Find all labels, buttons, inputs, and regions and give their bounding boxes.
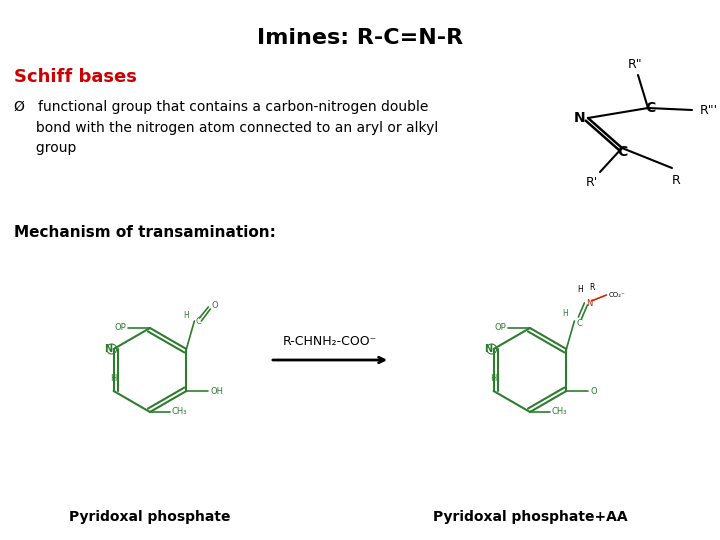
- Text: O: O: [590, 387, 597, 395]
- Text: N: N: [574, 111, 586, 125]
- Text: C: C: [195, 316, 202, 326]
- Text: Pyridoxal phosphate: Pyridoxal phosphate: [69, 510, 230, 524]
- Text: N: N: [586, 299, 593, 307]
- Text: Schiff bases: Schiff bases: [14, 68, 137, 86]
- Text: H: H: [110, 374, 117, 383]
- Text: R: R: [672, 173, 680, 186]
- Text: C: C: [617, 145, 627, 159]
- Text: H: H: [184, 310, 189, 320]
- Text: CH₃: CH₃: [552, 408, 567, 416]
- Text: C: C: [645, 101, 655, 115]
- Text: H: H: [490, 374, 497, 383]
- Text: CH₃: CH₃: [172, 408, 187, 416]
- Text: Imines: R-C=N-R: Imines: R-C=N-R: [257, 28, 463, 48]
- Text: N: N: [485, 344, 492, 354]
- Text: R: R: [590, 282, 595, 292]
- Text: R"': R"': [700, 104, 718, 117]
- Text: Ø   functional group that contains a carbon-nitrogen double
     bond with the n: Ø functional group that contains a carbo…: [14, 100, 438, 155]
- Text: R-CHNH₂-COO⁻: R-CHNH₂-COO⁻: [283, 335, 377, 348]
- Text: Mechanism of transamination:: Mechanism of transamination:: [14, 225, 276, 240]
- Text: OH: OH: [210, 387, 223, 395]
- Text: OP: OP: [494, 323, 506, 333]
- Text: N: N: [104, 344, 113, 354]
- Text: CO₂⁻: CO₂⁻: [608, 292, 625, 298]
- Text: H: H: [562, 308, 568, 318]
- Text: C: C: [577, 319, 582, 327]
- Text: H: H: [577, 285, 583, 294]
- Text: O: O: [212, 300, 218, 309]
- Text: R": R": [628, 57, 642, 71]
- Text: Pyridoxal phosphate+AA: Pyridoxal phosphate+AA: [433, 510, 627, 524]
- Text: OP: OP: [114, 323, 126, 333]
- Text: R': R': [586, 177, 598, 190]
